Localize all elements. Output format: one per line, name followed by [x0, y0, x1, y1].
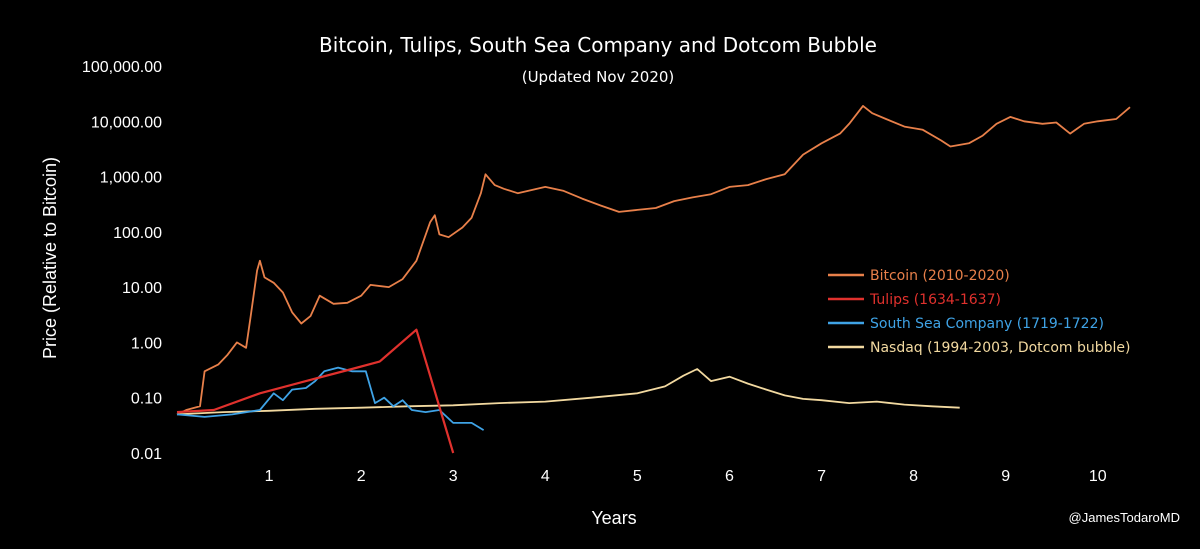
- legend-entry: Tulips (1634-1637): [869, 292, 1001, 308]
- credit-text: @JamesTodaroMD: [1069, 510, 1180, 525]
- y-tick-label: 100,000.00: [82, 59, 162, 76]
- x-tick-label: 4: [541, 468, 550, 485]
- y-tick-label: 0.01: [131, 446, 162, 463]
- series-line: [176, 105, 1131, 416]
- legend: Bitcoin (2010-2020) Tulips (1634-1637) Sou…: [828, 268, 1131, 356]
- y-tick-label: 0.10: [131, 391, 162, 408]
- y-tick-label: 10,000.00: [91, 114, 162, 131]
- y-axis-label: Price (Relative to Bitcoin): [40, 157, 60, 359]
- y-tick-label: 100.00: [113, 225, 162, 242]
- legend-entry: Bitcoin (2010-2020): [870, 268, 1010, 284]
- series-line: [176, 368, 960, 416]
- x-tick-label: 8: [909, 468, 918, 485]
- y-axis-ticks: 0.01 0.10 1.00 10.00 100.00 1,000.00 10,000.00…: [82, 59, 162, 463]
- y-tick-label: 1.00: [131, 335, 162, 352]
- y-tick-label: 1,000.00: [100, 170, 162, 187]
- series-lines: [176, 105, 1131, 454]
- series-line: [176, 366, 485, 431]
- x-axis-label: Years: [591, 508, 636, 528]
- x-axis-ticks: 1 2 3 4 5 6 7 8 9 10: [265, 468, 1107, 485]
- x-tick-label: 6: [725, 468, 734, 485]
- series-line: [176, 328, 455, 454]
- x-tick-label: 1: [265, 468, 274, 485]
- chart-title: Bitcoin, Tulips, South Sea Company and D…: [319, 33, 877, 57]
- x-tick-label: 9: [1001, 468, 1010, 485]
- legend-entry: Nasdaq (1994-2003, Dotcom bubble): [870, 340, 1131, 356]
- x-tick-label: 3: [449, 468, 458, 485]
- chart-subtitle: (Updated Nov 2020): [522, 68, 675, 86]
- x-tick-label: 2: [357, 468, 366, 485]
- x-tick-label: 5: [633, 468, 642, 485]
- y-tick-label: 10.00: [122, 280, 162, 297]
- x-tick-label: 7: [817, 468, 826, 485]
- legend-entry: South Sea Company (1719-1722): [870, 316, 1104, 332]
- x-tick-label: 10: [1089, 468, 1107, 485]
